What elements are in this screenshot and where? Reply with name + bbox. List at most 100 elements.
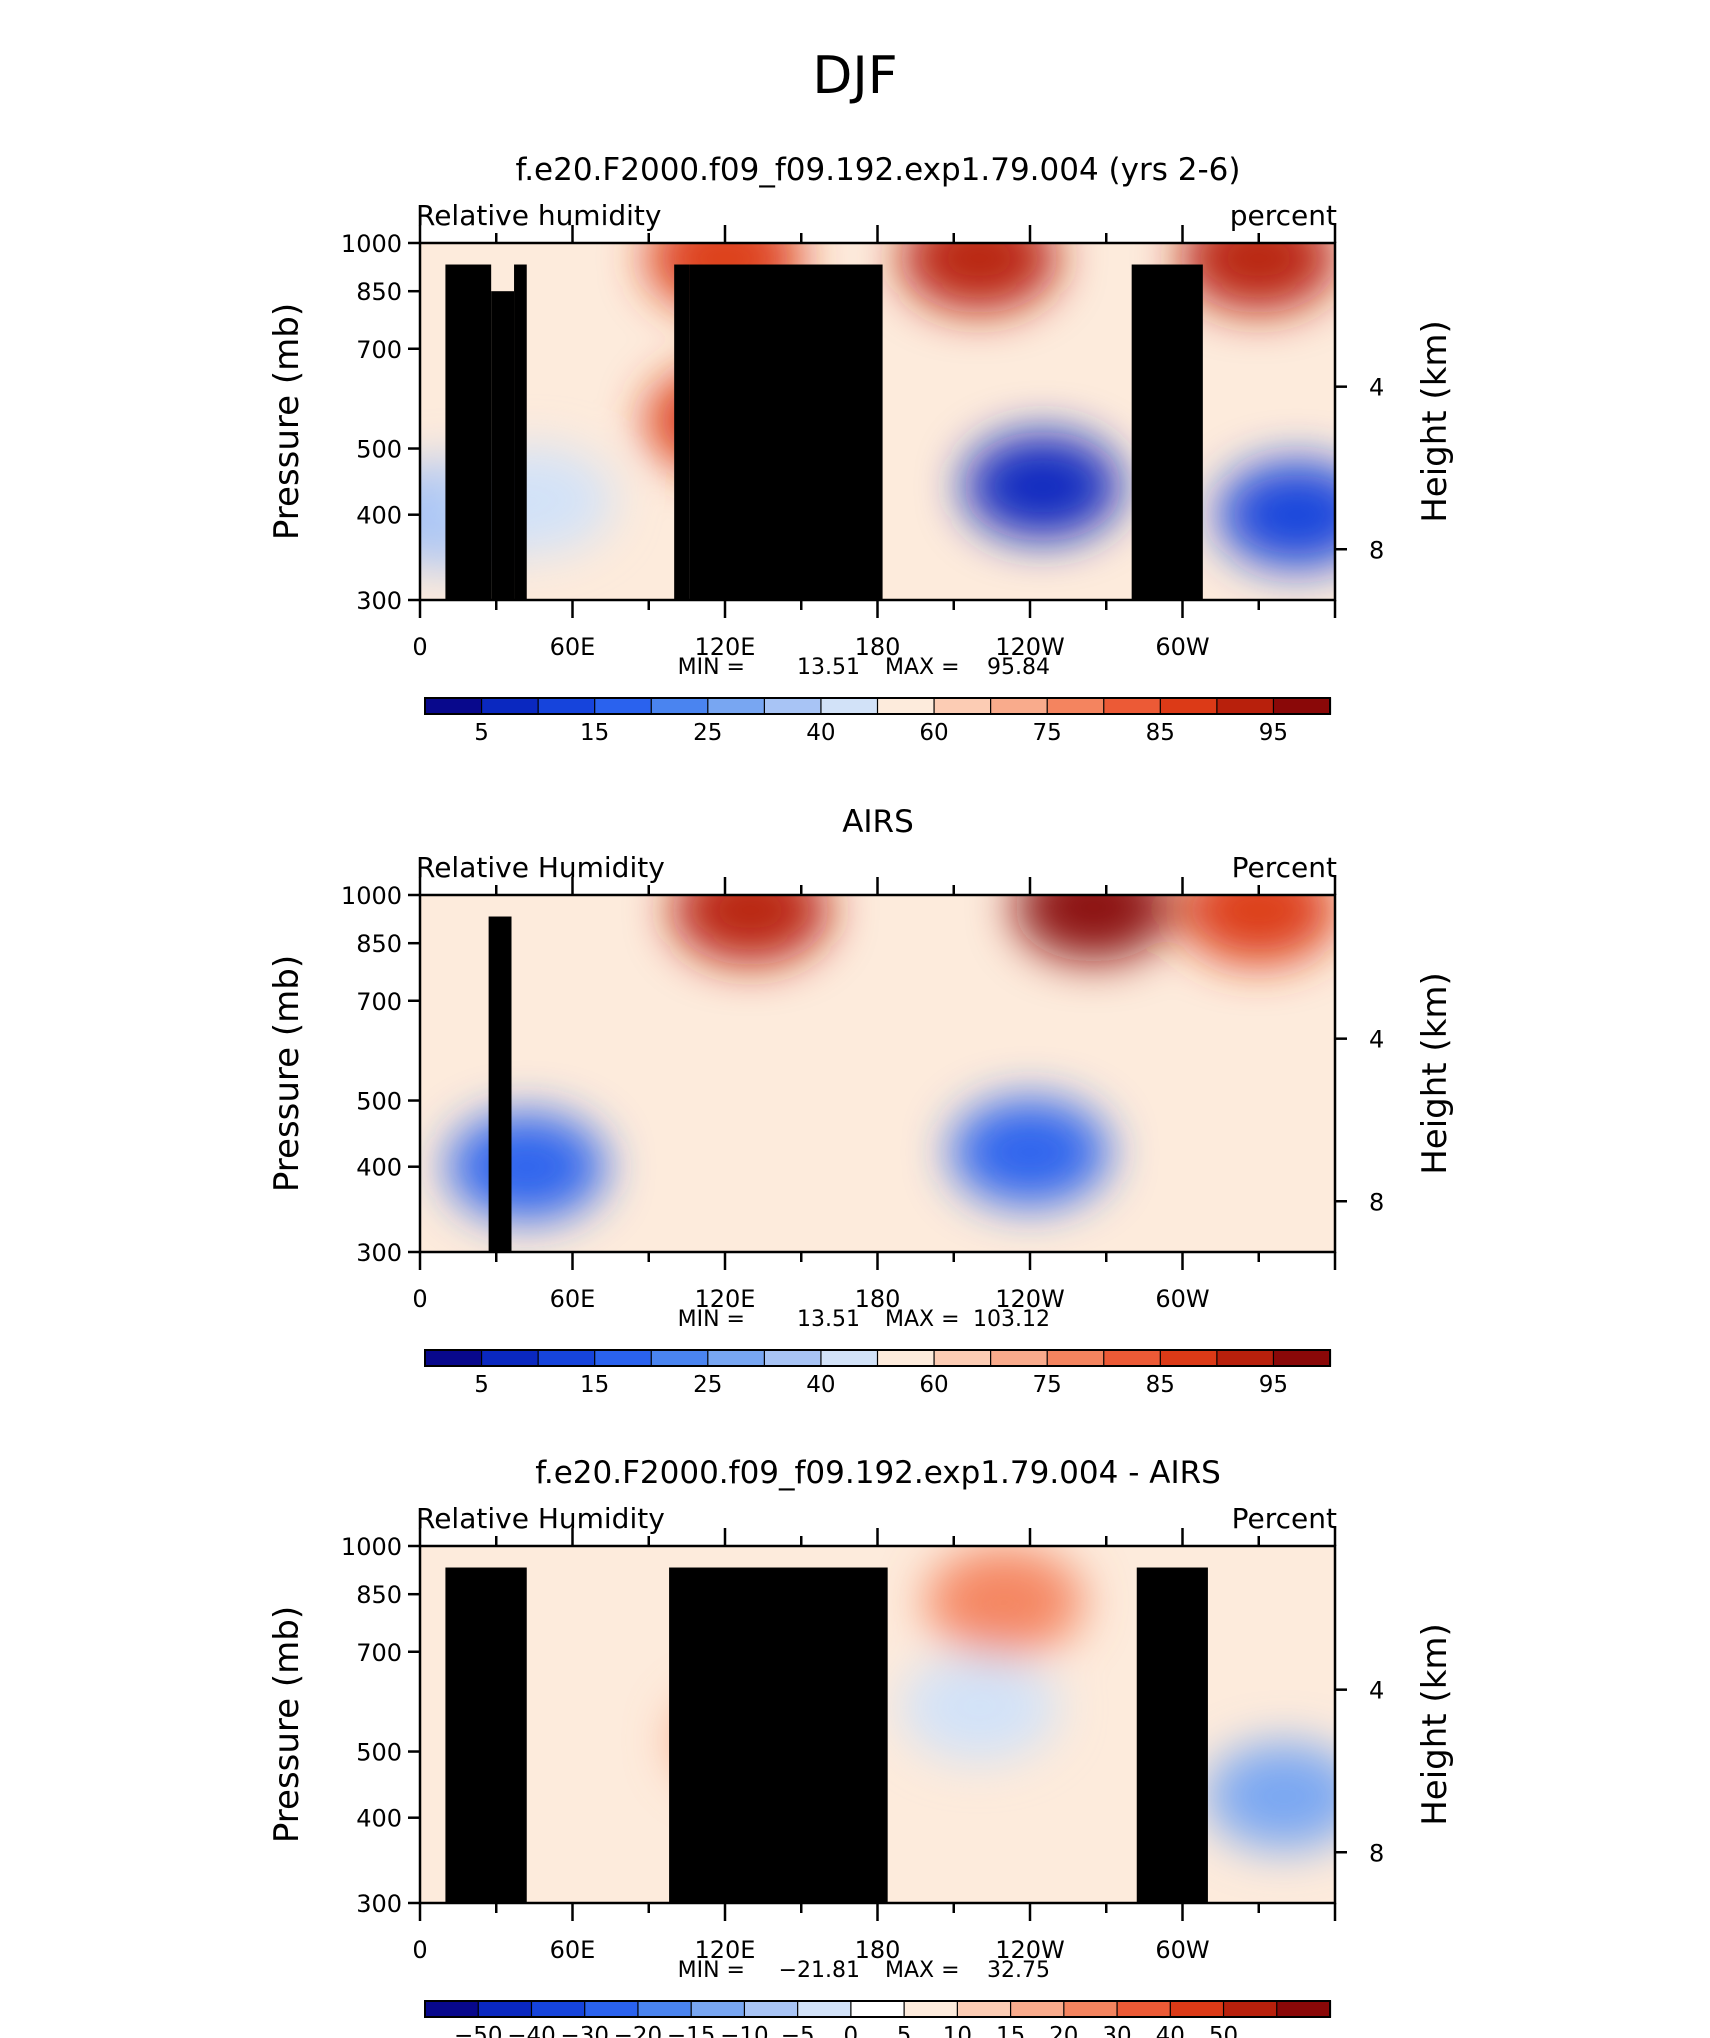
panel-title: AIRS (842, 804, 914, 840)
max-value: 32.75 (987, 1958, 1050, 1983)
contour-field (420, 243, 1335, 600)
field-region-core (990, 1124, 1070, 1181)
colorbar-swatch (1272, 697, 1332, 715)
topography-block (674, 264, 690, 600)
colorbar-label: 60 (919, 1372, 948, 1398)
xtick-label: 120E (695, 1936, 756, 1964)
colorbar-label: 40 (1156, 2023, 1185, 2038)
colorbar-label: −10 (720, 2023, 769, 2038)
variable-label: Relative Humidity (416, 851, 665, 884)
ytick-label: 1000 (341, 882, 402, 910)
colorbar-swatch (1159, 697, 1218, 715)
colorbar-label: 40 (806, 1372, 835, 1398)
xtick-label: 60W (1155, 1936, 1209, 1964)
colorbar: 5 15 25 40 60 75 85 95 (424, 1349, 1332, 1398)
topography-block (669, 1567, 888, 1903)
xtick-label: 120E (695, 633, 756, 661)
field-region-core (1244, 1768, 1325, 1825)
y2tick-label: 4 (1369, 1677, 1384, 1705)
field-region-core (939, 243, 1020, 287)
xtick-label: 60E (550, 1936, 596, 1964)
ytick-label: 700 (356, 988, 402, 1016)
field-region-core (1218, 243, 1299, 287)
colorbar-swatch (707, 1349, 766, 1367)
colorbar-label: −20 (614, 2023, 663, 2038)
panel-diff: f.e20.F2000.f09_f09.192.exp1.79.004 - AI… (267, 1455, 1455, 2038)
field-region-core (1256, 486, 1335, 543)
colorbar-swatch (763, 697, 823, 715)
colorbar-swatch (990, 697, 1049, 715)
colorbar-swatch (537, 1349, 596, 1367)
ytick-label: 500 (356, 1088, 402, 1116)
min-label: MIN = (678, 1958, 745, 1983)
field-region-core (710, 895, 791, 939)
ytick-label: 1000 (341, 230, 402, 258)
max-label: MAX = (885, 1958, 960, 1983)
colorbar-label: 85 (1146, 1372, 1175, 1398)
colorbar-swatch (1063, 2000, 1119, 2018)
topography-block (514, 264, 527, 600)
colorbar-swatch (1103, 697, 1162, 715)
colorbar-swatch (876, 697, 936, 715)
topography-block (491, 291, 515, 600)
topography-block (689, 264, 883, 600)
colorbar-swatch (763, 1349, 823, 1367)
colorbar-label: 25 (693, 720, 722, 746)
min-value: −21.81 (779, 1958, 860, 1983)
xtick-label: 120W (995, 1936, 1065, 1964)
y2label: Height (km) (1415, 1623, 1455, 1826)
xtick-label: 180 (855, 633, 901, 661)
colorbar-label: 95 (1259, 720, 1288, 746)
ytick-label: 400 (356, 502, 402, 530)
max-value: 95.84 (987, 655, 1050, 680)
min-label: MIN = (678, 1307, 745, 1332)
field-region-core (1053, 895, 1134, 936)
colorbar-swatch (1116, 2000, 1172, 2018)
colorbar-swatch (1216, 1349, 1275, 1367)
ylabel: Pressure (mb) (267, 303, 307, 540)
ytick-label: 500 (356, 436, 402, 464)
xtick-label: 120W (995, 1285, 1065, 1313)
colorbar-swatch (424, 2000, 480, 2018)
colorbar-frame (424, 1349, 1331, 1367)
colorbar-swatch (797, 2000, 852, 2018)
panel-title: f.e20.F2000.f09_f09.192.exp1.79.004 (yrs… (516, 152, 1241, 188)
colorbar-swatch (1046, 1349, 1105, 1367)
xtick-label: 60E (550, 1285, 596, 1313)
colorbar-swatch (1103, 1349, 1162, 1367)
colorbar-swatch (594, 697, 653, 715)
units-label: Percent (1232, 851, 1337, 884)
units-label: Percent (1232, 1502, 1337, 1535)
ytick-label: 850 (356, 930, 402, 958)
ytick-label: 700 (356, 336, 402, 364)
contour-field (420, 1546, 1335, 1903)
colorbar-swatch (1276, 2000, 1332, 2018)
min-value: 13.51 (797, 655, 860, 680)
field-region-core (939, 1679, 1020, 1736)
colorbar-label: 60 (919, 720, 948, 746)
ylabel: Pressure (mb) (267, 955, 307, 1192)
colorbar-swatch (477, 2000, 533, 2018)
colorbar-label: −40 (507, 2023, 556, 2038)
colorbar-label: 75 (1033, 1372, 1062, 1398)
colorbar-swatch (876, 1349, 936, 1367)
ytick-label: 300 (356, 1239, 402, 1267)
colorbar-swatch (690, 2000, 746, 2018)
ytick-label: 500 (356, 1739, 402, 1767)
field-region-core (1002, 458, 1083, 515)
ytick-label: 400 (356, 1805, 402, 1833)
variable-label: Relative humidity (416, 199, 661, 232)
colorbar-swatch (480, 1349, 540, 1367)
max-label: MAX = (885, 655, 960, 680)
colorbar-label: 75 (1033, 720, 1062, 746)
xtick-label: 0 (412, 1936, 427, 1964)
xtick-label: 180 (855, 1936, 901, 1964)
colorbar-swatch (650, 697, 709, 715)
colorbar-swatch (933, 697, 992, 715)
colorbar-swatch (903, 2000, 959, 2018)
topography-block (1131, 264, 1203, 600)
units-label: percent (1230, 199, 1337, 232)
xtick-label: 60W (1155, 633, 1209, 661)
